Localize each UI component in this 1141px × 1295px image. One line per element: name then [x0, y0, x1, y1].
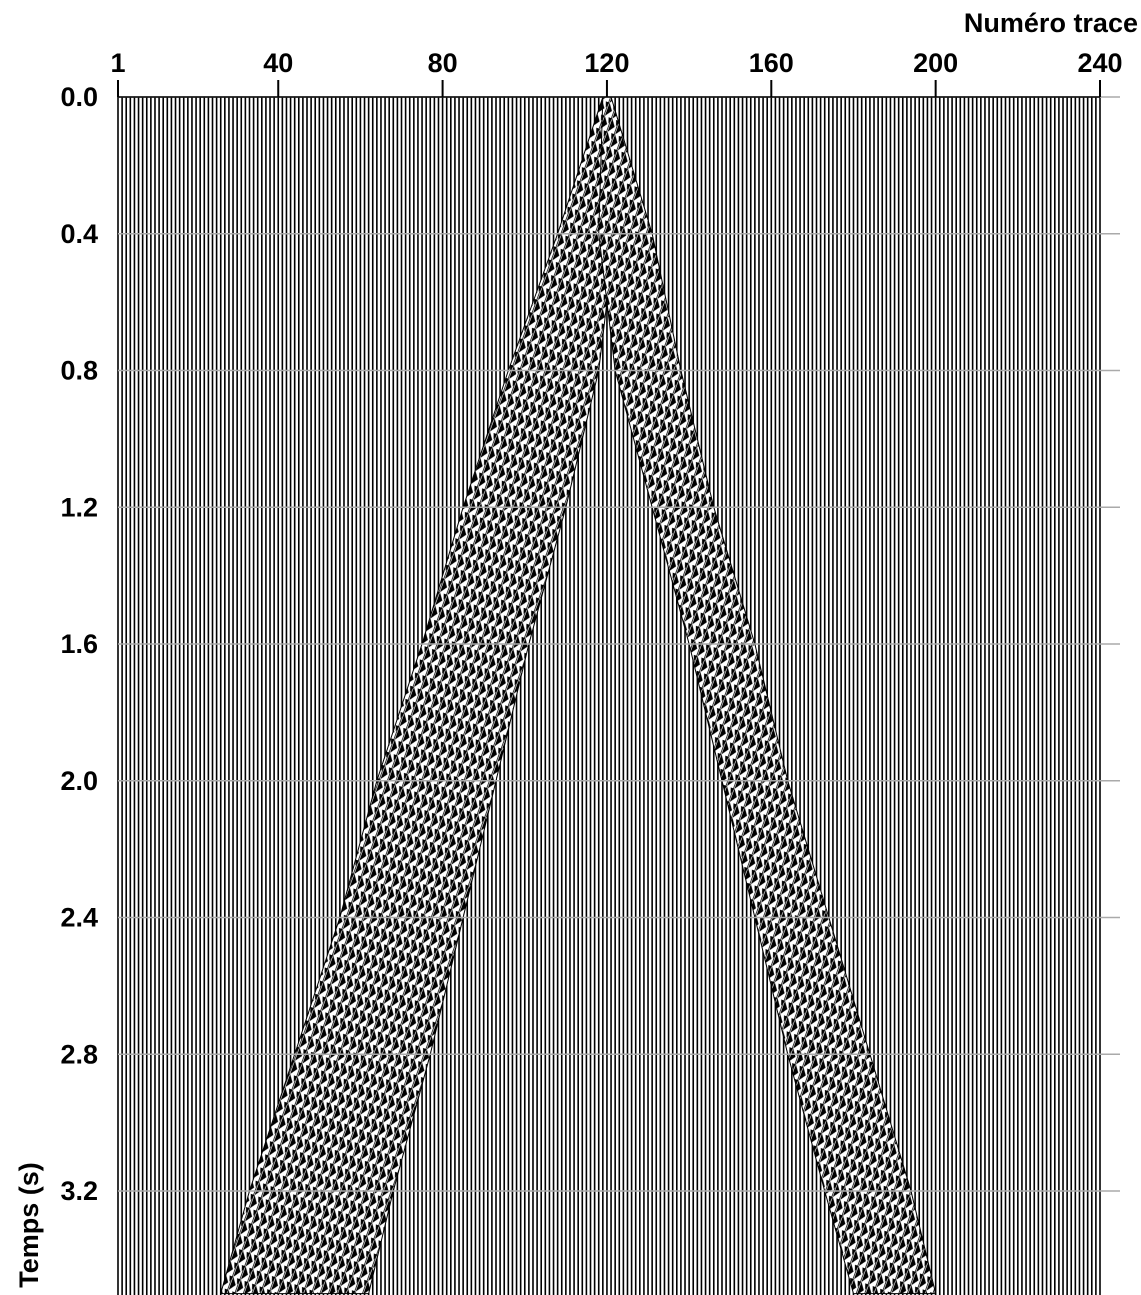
- y-tick-label: 0.4: [60, 219, 98, 249]
- y-axis-label: Temps (s): [14, 1162, 44, 1288]
- y-tick-label: 0.0: [60, 82, 98, 112]
- event-band: [220, 96, 616, 1295]
- x-tick-label: 200: [913, 48, 958, 78]
- x-tick-label: 120: [584, 48, 629, 78]
- x-tick-label: 80: [428, 48, 458, 78]
- event-band: [598, 96, 937, 1295]
- y-tick-label: 2.0: [60, 766, 98, 796]
- y-tick-label: 2.8: [60, 1039, 98, 1069]
- x-tick-label: 240: [1077, 48, 1122, 78]
- x-tick-label: 160: [749, 48, 794, 78]
- x-tick-label: 1: [110, 48, 125, 78]
- x-axis-label: Numéro trace: [964, 8, 1138, 38]
- y-tick-label: 3.2: [60, 1176, 98, 1206]
- x-tick-label: 40: [263, 48, 293, 78]
- y-tick-label: 0.8: [60, 356, 98, 386]
- y-tick-label: 1.6: [60, 629, 98, 659]
- y-tick-label: 2.4: [60, 903, 98, 933]
- y-tick-label: 1.2: [60, 492, 98, 522]
